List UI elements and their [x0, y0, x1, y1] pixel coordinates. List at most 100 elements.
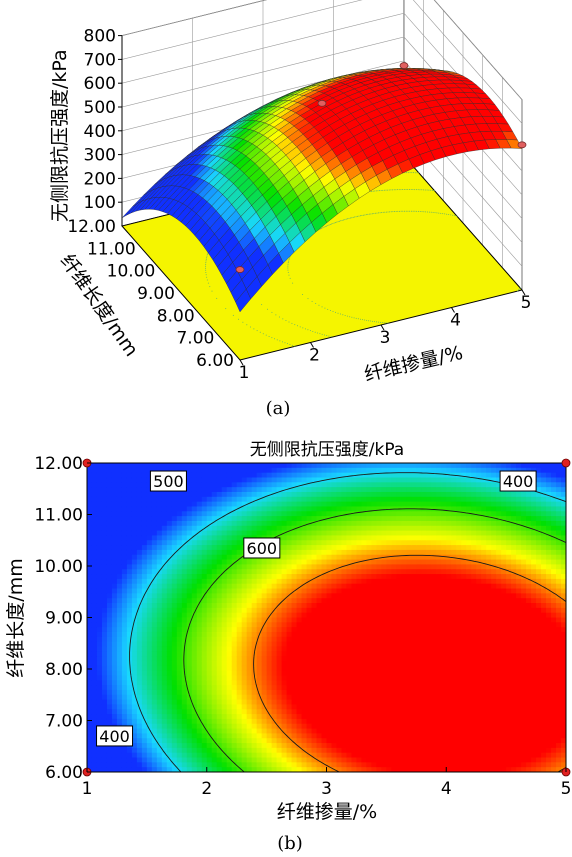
- heat-cell: [231, 482, 238, 488]
- heat-cell: [131, 704, 138, 710]
- heat-cell: [87, 704, 93, 710]
- heat-cell: [221, 767, 228, 772]
- heat-cell: [361, 535, 368, 541]
- heat-cell: [206, 636, 213, 643]
- heat-cell: [196, 516, 203, 522]
- heat-cell: [186, 516, 193, 522]
- heat-cell: [221, 467, 228, 474]
- heat-cell: [211, 757, 218, 763]
- heat-cell: [311, 738, 318, 744]
- heat-cell: [336, 545, 343, 551]
- heat-cell: [266, 641, 273, 648]
- heat-cell: [256, 511, 263, 517]
- heat-cell: [181, 747, 188, 754]
- heat-cell: [351, 477, 358, 483]
- heat-cell: [301, 530, 308, 537]
- heat-cell: [196, 569, 203, 575]
- x-tick-label: 4: [450, 311, 461, 331]
- heat-cell: [361, 559, 368, 565]
- heat-cell: [191, 747, 198, 754]
- heat-cell: [116, 680, 123, 686]
- heat-cell: [176, 738, 183, 744]
- heat-cell: [91, 545, 98, 551]
- heat-cell: [96, 520, 103, 527]
- heat-cell: [211, 752, 218, 759]
- floor-contour-dot: [289, 277, 291, 279]
- heat-cell: [181, 549, 188, 556]
- heat-cell: [371, 491, 377, 498]
- heat-cell: [116, 477, 123, 483]
- heat-cell: [171, 718, 178, 725]
- floor-contour-dot: [416, 210, 418, 212]
- heat-cell: [246, 564, 253, 570]
- heat-cell: [146, 665, 153, 672]
- heat-cell: [146, 540, 153, 546]
- heat-cell: [306, 757, 313, 763]
- heat-cell: [156, 588, 163, 594]
- heat-cell: [146, 569, 153, 575]
- heat-cell: [251, 714, 258, 720]
- heat-cell: [186, 723, 193, 730]
- heat-cell: [331, 694, 338, 701]
- heat-cell: [296, 487, 303, 493]
- heat-cell: [146, 752, 153, 759]
- heat-cell: [101, 617, 108, 623]
- heat-cell: [291, 718, 298, 725]
- heat-cell: [141, 728, 148, 734]
- heat-cell: [216, 506, 223, 512]
- floor-contour-dot: [414, 210, 416, 212]
- heat-cell: [181, 506, 188, 512]
- heat-cell: [131, 723, 138, 730]
- heat-cell: [146, 738, 153, 744]
- heat-cell: [321, 569, 328, 575]
- heat-cell: [211, 733, 218, 739]
- heat-cell: [221, 487, 228, 493]
- floor-contour-dot: [337, 312, 339, 314]
- heat-cell: [136, 612, 143, 619]
- heat-cell: [156, 723, 163, 730]
- heat-cell: [316, 516, 323, 522]
- heat-cell: [146, 559, 153, 565]
- floor-contour-dot: [385, 211, 387, 213]
- heat-cell: [181, 578, 188, 585]
- heat-cell: [131, 520, 138, 527]
- heat-cell: [196, 714, 203, 720]
- heat-cell: [191, 689, 198, 696]
- heat-cell: [351, 617, 358, 623]
- floor-contour-dot: [387, 211, 389, 213]
- heat-cell: [301, 554, 308, 561]
- heat-cell: [296, 549, 303, 556]
- heat-cell: [271, 622, 278, 628]
- heat-cell: [151, 530, 158, 537]
- heat-cell: [121, 603, 128, 609]
- heat-cell: [366, 723, 373, 730]
- heat-cell: [181, 588, 188, 594]
- heat-cell: [196, 554, 203, 561]
- heat-cell: [251, 646, 258, 652]
- heat-cell: [276, 728, 283, 734]
- heat-cell: [326, 685, 333, 691]
- heat-cell: [356, 530, 363, 537]
- heat-cell: [101, 699, 108, 706]
- floor-contour-dot: [423, 211, 425, 213]
- heat-cell: [256, 733, 263, 739]
- heat-cell: [301, 670, 308, 677]
- heat-cell: [251, 685, 258, 691]
- heat-cell: [186, 491, 193, 498]
- heat-cell: [206, 723, 213, 730]
- heat-cell: [351, 651, 358, 657]
- heat-cell: [101, 757, 108, 763]
- heat-cell: [286, 767, 293, 772]
- heat-cell: [271, 603, 278, 609]
- heat-cell: [271, 709, 278, 715]
- heat-cell: [201, 593, 208, 599]
- heat-cell: [87, 511, 93, 517]
- heat-cell: [251, 491, 258, 498]
- heat-cell: [281, 607, 288, 614]
- heat-cell: [101, 685, 108, 691]
- heat-cell: [256, 660, 263, 667]
- floor-contour-dot: [358, 215, 360, 217]
- heat-cell: [331, 752, 338, 759]
- heat-cell: [106, 757, 113, 763]
- heat-cell: [196, 540, 203, 546]
